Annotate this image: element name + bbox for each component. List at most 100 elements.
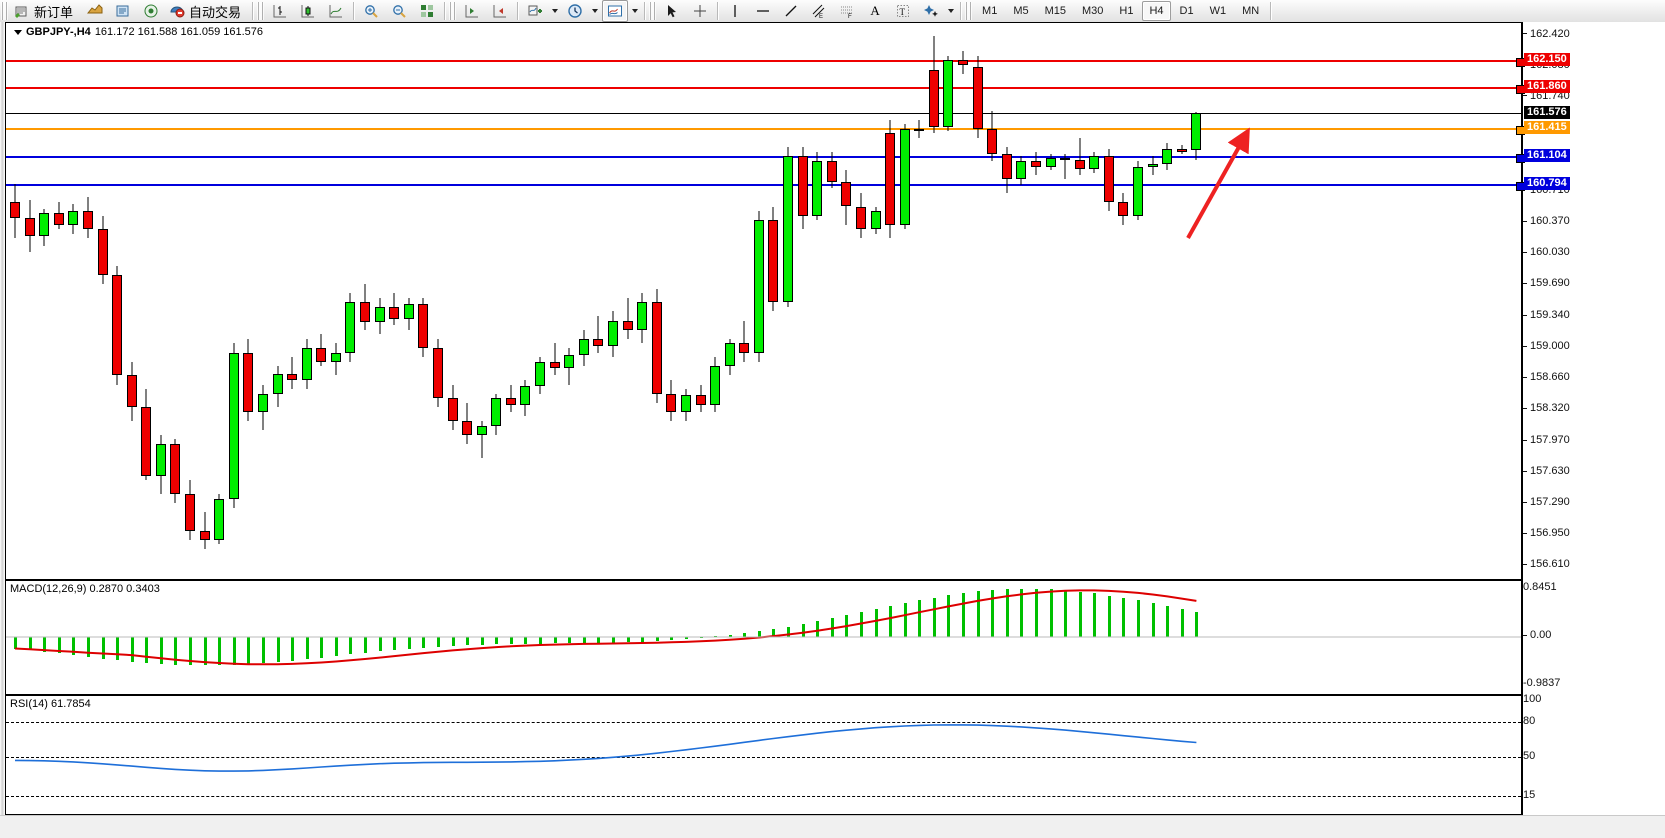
chart-shift-button[interactable] (487, 0, 513, 22)
cursor-icon (664, 3, 680, 19)
candlestick-chart-icon (300, 3, 316, 19)
toolbar-grip-5[interactable] (965, 2, 973, 20)
cursor-button[interactable] (659, 0, 685, 22)
candle (783, 23, 794, 579)
candle (768, 23, 779, 579)
toolbar-grip-4[interactable] (649, 2, 657, 20)
last-price-tag[interactable]: 161.576 (1524, 105, 1570, 119)
periods-dropdown-caret[interactable] (592, 9, 599, 13)
entry-level-tag[interactable]: 161.415 (1524, 120, 1570, 134)
rsi-label: RSI(14) 61.7854 (10, 698, 91, 710)
navigator-button[interactable] (138, 0, 164, 22)
toolbar-grip-3[interactable] (449, 2, 457, 20)
candle-body-bullish (39, 212, 50, 236)
macd-histogram-bar (218, 637, 222, 666)
objects-dropdown-caret[interactable] (948, 9, 955, 13)
price-pane[interactable]: GBPJPY-,H4 161.172 161.588 161.059 161.5… (5, 22, 1525, 580)
candle-body-bearish (141, 407, 152, 476)
candle-body-bullish (943, 60, 954, 128)
toolbar-grip-2[interactable] (257, 2, 265, 20)
macd-histogram-bar (203, 637, 207, 666)
price-axis[interactable]: 162.420162.080161.740161.400161.050160.7… (1522, 22, 1665, 815)
vertical-line-button[interactable] (722, 0, 748, 22)
candle (476, 23, 487, 579)
macd-pane[interactable]: MACD(12,26,9) 0.2870 0.3403 (5, 580, 1522, 695)
candlestick-chart-button[interactable] (295, 0, 321, 22)
timeframe-d1-button[interactable]: D1 (1179, 5, 1194, 17)
candle-body-bearish (24, 218, 35, 236)
rsi-line (14, 724, 1197, 772)
toolbar-grip[interactable] (1, 2, 8, 20)
resistance-level-2-tag[interactable]: 162.150 (1524, 53, 1570, 67)
svg-text:T: T (900, 7, 906, 17)
candle (491, 23, 502, 579)
macd-histogram-bar (670, 637, 674, 641)
bar-chart-button[interactable] (267, 0, 293, 22)
templates-icon (607, 3, 623, 19)
equidistant-channel-button[interactable]: E (806, 0, 832, 22)
resistance-level-1-tag[interactable]: 161.860 (1524, 79, 1570, 93)
candle (855, 23, 866, 579)
timeframe-h1-button[interactable]: H1 (1119, 5, 1134, 17)
candle-body-bearish (126, 375, 137, 408)
macd-histogram-bar (1064, 590, 1068, 637)
price-tick: 159.690 (1523, 277, 1570, 289)
auto-scroll-button[interactable] (459, 0, 485, 22)
price-level-line[interactable] (6, 112, 1521, 114)
periods-button[interactable] (562, 0, 588, 22)
candle (651, 23, 662, 579)
toolbar-separator-8 (1270, 2, 1272, 20)
timeframe-m5-button[interactable]: M5 (1013, 5, 1029, 17)
indicators-button[interactable] (522, 0, 548, 22)
svg-text:F: F (848, 14, 852, 19)
rsi-pane[interactable]: RSI(14) 61.7854 (5, 695, 1522, 815)
main-toolbar: 新订单 自动交易 (0, 0, 1665, 23)
templates-button[interactable] (602, 0, 629, 22)
crosshair-button[interactable] (687, 0, 713, 22)
text-button[interactable]: A (862, 0, 888, 22)
zoom-out-button[interactable] (386, 0, 412, 22)
text-label-button[interactable]: T (890, 0, 916, 22)
data-window-button[interactable] (110, 0, 136, 22)
tile-windows-button[interactable] (414, 0, 440, 22)
timeframe-w1-button[interactable]: W1 (1209, 5, 1227, 17)
candle-body-bearish (987, 128, 998, 155)
candle-body-bearish (1001, 154, 1012, 180)
macd-histogram-bar (699, 637, 703, 639)
fibonacci-button[interactable]: F (834, 0, 860, 22)
macd-histogram-bar (918, 600, 922, 637)
charts-button[interactable] (82, 0, 108, 22)
candle-body-bearish (112, 274, 123, 376)
candle-body-bearish (797, 156, 808, 216)
candle-wick (1079, 138, 1081, 175)
support-level-1-tag[interactable]: 161.104 (1524, 148, 1570, 162)
text-label-icon: T (895, 3, 911, 19)
line-chart-button[interactable] (323, 0, 349, 22)
candle-body-bullish (68, 211, 79, 225)
horizontal-line-button[interactable] (750, 0, 776, 22)
toolbar-separator-3 (444, 2, 446, 20)
timeframe-group: M1 M5 M15 M30 H1 H4 D1 W1 MN (974, 1, 1267, 21)
timeframe-m30-button[interactable]: M30 (1082, 5, 1104, 17)
zoom-in-button[interactable] (358, 0, 384, 22)
timeframe-mn-button[interactable]: MN (1242, 5, 1260, 17)
candle (68, 23, 79, 579)
trendline-button[interactable] (778, 0, 804, 22)
templates-dropdown-caret[interactable] (632, 9, 639, 13)
macd-histogram-bar (1020, 588, 1024, 637)
chart-window: GBPJPY-,H4 161.172 161.588 161.059 161.5… (0, 22, 1665, 837)
support-level-2-tag[interactable]: 160.794 (1524, 177, 1570, 191)
timeframe-m1-button[interactable]: M1 (982, 5, 998, 17)
candle-body-bearish (505, 398, 516, 405)
triangle-down-icon[interactable] (14, 29, 22, 35)
autotrading-button[interactable]: 自动交易 (166, 0, 248, 22)
timeframe-m15-button[interactable]: M15 (1044, 5, 1066, 17)
new-order-button[interactable]: 新订单 (11, 0, 80, 22)
objects-button[interactable] (918, 0, 944, 22)
rsi-level-15 (6, 796, 1521, 797)
indicators-dropdown-caret[interactable] (552, 9, 559, 13)
rsi-tick: 80 (1523, 715, 1536, 727)
price-tick: 159.000 (1523, 340, 1570, 352)
timeframe-h4-button[interactable]: H4 (1142, 1, 1171, 21)
candle-body-bearish (53, 212, 64, 225)
